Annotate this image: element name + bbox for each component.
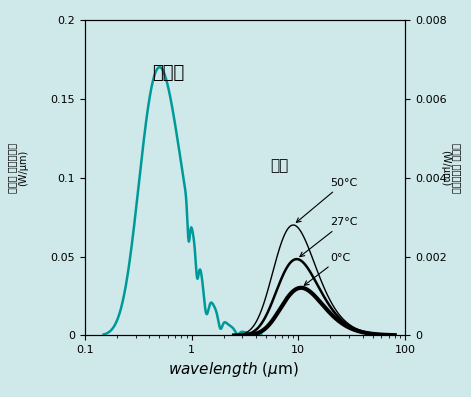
Text: 흑체의 방사에너지
(W/μm): 흑체의 방사에너지 (W/μm) xyxy=(440,143,462,193)
Text: $\mathit{wavelength}$ ($\mu$m): $\mathit{wavelength}$ ($\mu$m) xyxy=(168,360,299,379)
Text: 0°C: 0°C xyxy=(304,252,351,285)
Text: 27°C: 27°C xyxy=(300,217,358,256)
Text: 太陽光: 太陽光 xyxy=(153,64,185,82)
Text: 50°C: 50°C xyxy=(296,177,357,222)
Text: 黑体: 黑体 xyxy=(270,158,289,173)
Text: 태양광 방사에너지
(W/μm): 태양광 방사에너지 (W/μm) xyxy=(7,143,28,193)
